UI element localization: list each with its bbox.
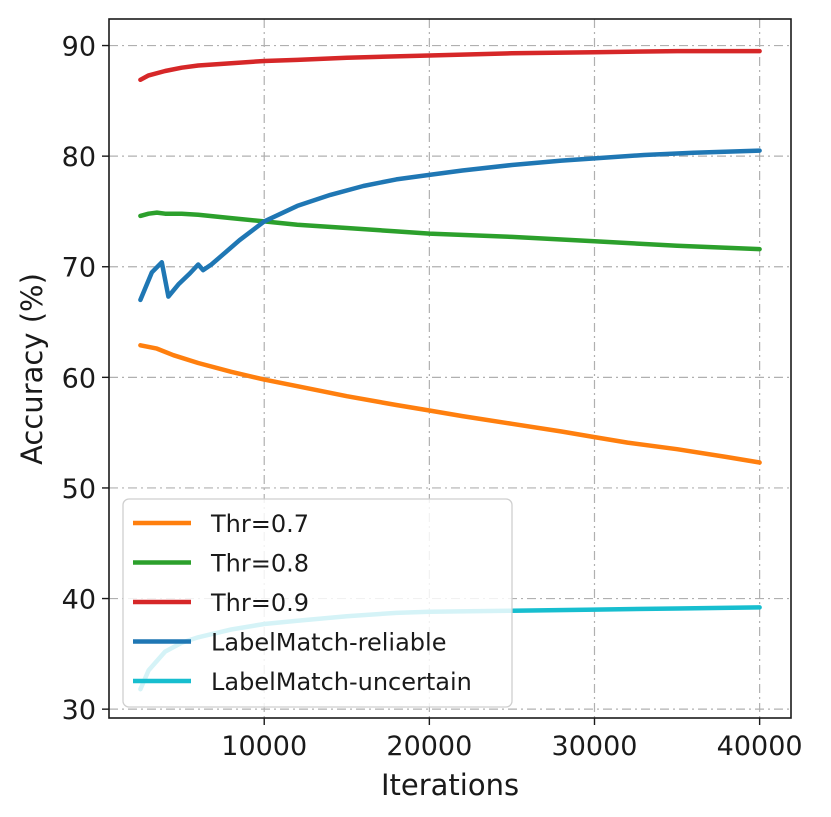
series-line-0 [138,343,762,465]
x-tick-label: 20000 [386,731,472,762]
legend-label: Thr=0.7 [210,510,309,538]
grid-lines [109,19,791,718]
legend-label: LabelMatch-reliable [211,629,446,657]
y-tick-label: 80 [62,142,96,173]
y-tick-label: 40 [62,585,96,616]
axis-ticks: 30 40 50 60 70 80 90 10000 20000 30000 40000 [62,32,803,762]
y-tick-label: 70 [62,253,96,284]
y-tick-label: 30 [62,695,96,726]
x-tick-label: 30000 [552,731,638,762]
y-tick-label: 90 [62,32,96,63]
legend-label: LabelMatch-uncertain [211,668,472,696]
x-axis-label: Iterations [381,768,519,802]
y-axis-label: Accuracy (%) [15,273,49,465]
legend-entries: Thr=0.7 Thr=0.8 Thr=0.9 LabelMatch-reliable… [133,510,472,696]
legend-box [122,498,513,708]
legend-label: Thr=0.8 [210,550,309,578]
legend: Thr=0.7 Thr=0.8 Thr=0.9 LabelMatch-reliable… [122,498,513,708]
series-line-1 [138,210,762,252]
plot-frame [108,18,792,719]
y-tick-label: 60 [62,363,96,394]
series-line-2 [138,48,762,83]
x-tick-label: 40000 [717,731,803,762]
y-tick-label: 50 [62,474,96,505]
legend-label: Thr=0.9 [210,589,309,617]
series-line-3 [138,148,762,303]
x-tick-label: 10000 [221,731,307,762]
